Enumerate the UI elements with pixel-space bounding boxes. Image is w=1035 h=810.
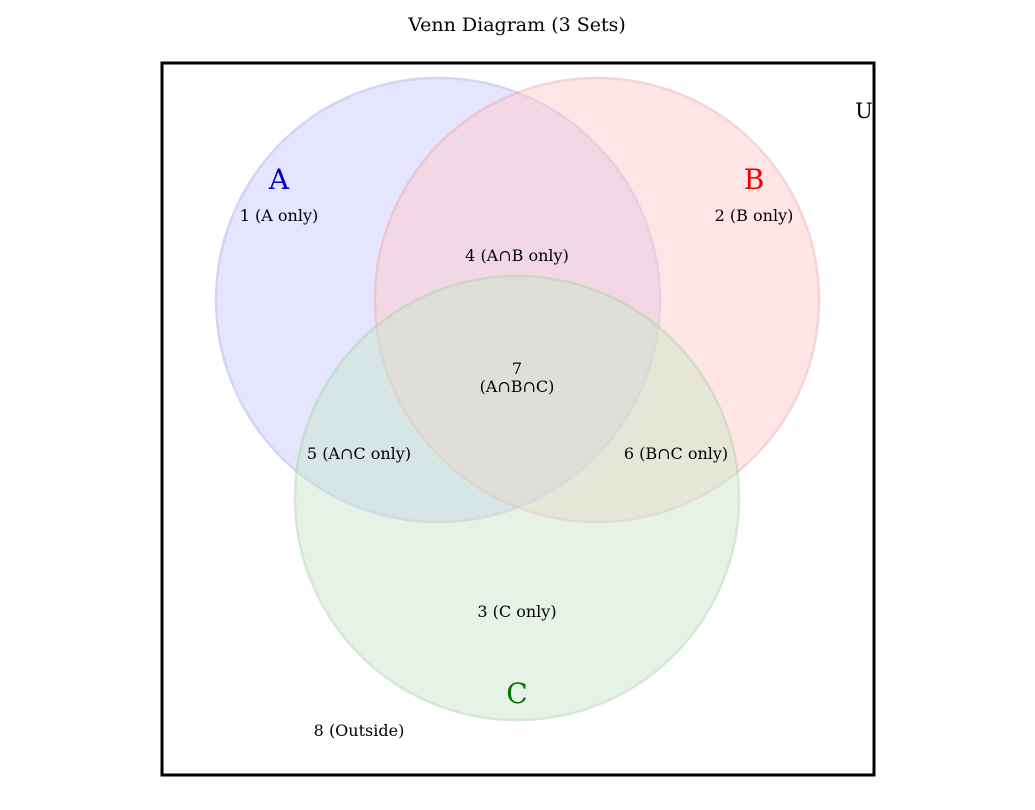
set-a-label: A xyxy=(268,163,290,196)
set-c-label: C xyxy=(506,677,527,710)
region-outside: 8 (Outside) xyxy=(314,721,405,740)
region-abc-number: 7 xyxy=(512,359,522,378)
set-b-label: B xyxy=(744,163,765,196)
universe-box xyxy=(160,61,876,777)
region-bc-only: 6 (B∩C only) xyxy=(624,444,728,463)
region-ac-only: 5 (A∩C only) xyxy=(307,444,411,463)
region-c-only: 3 (C only) xyxy=(477,602,556,621)
region-b-only: 2 (B only) xyxy=(715,206,794,225)
region-abc-label: (A∩B∩C) xyxy=(480,377,555,396)
set-c-circle xyxy=(293,274,741,722)
universe-label: U xyxy=(855,99,873,123)
region-a-only: 1 (A only) xyxy=(240,206,318,225)
region-ab-only: 4 (A∩B only) xyxy=(465,246,569,265)
diagram-title: Venn Diagram (3 Sets) xyxy=(407,14,626,36)
